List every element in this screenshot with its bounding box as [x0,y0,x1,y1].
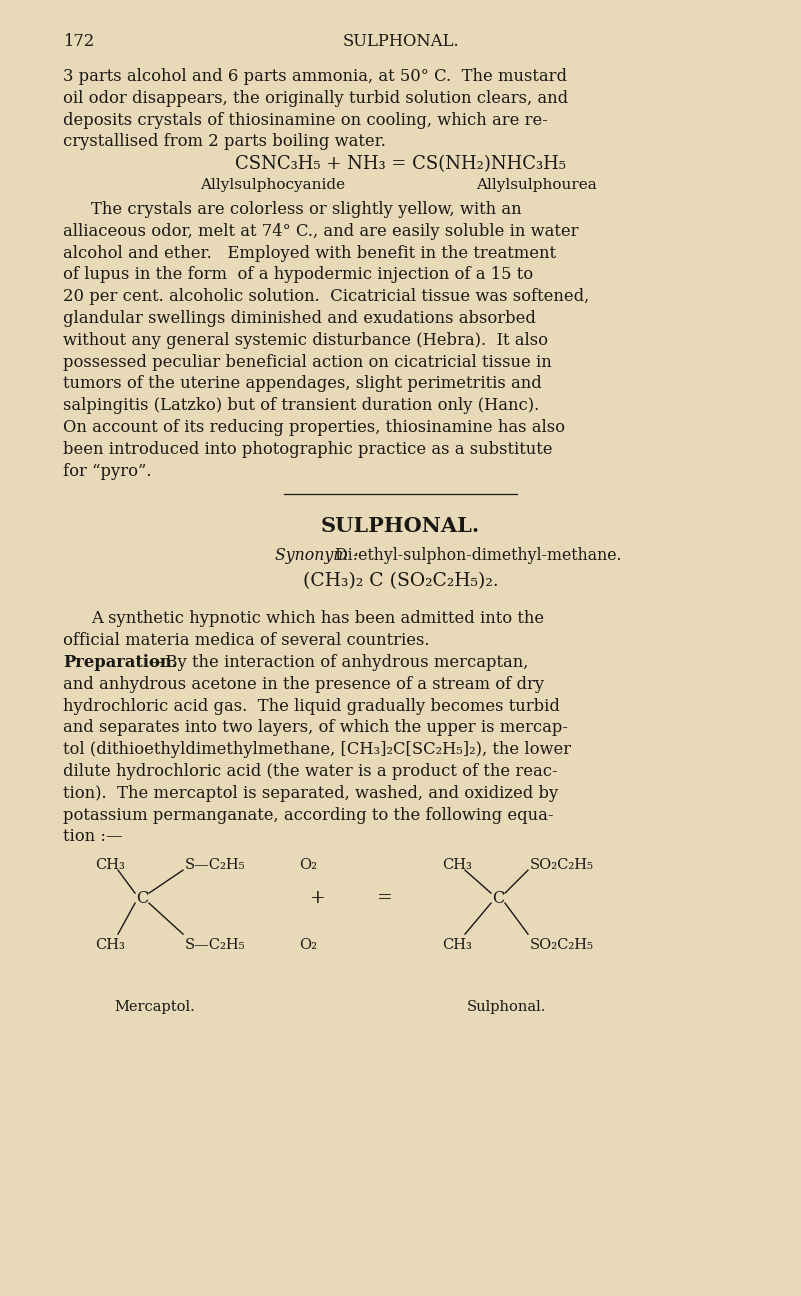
Text: and anhydrous acetone in the presence of a stream of dry: and anhydrous acetone in the presence of… [63,675,544,693]
Text: CH₃: CH₃ [442,938,472,953]
Text: O₂: O₂ [299,938,317,953]
Text: Sulphonal.: Sulphonal. [466,1001,545,1013]
Text: alcohol and ether.   Employed with benefit in the treatment: alcohol and ether. Employed with benefit… [63,245,556,262]
Text: CH₃: CH₃ [442,858,472,872]
Text: CH₃: CH₃ [95,858,125,872]
Text: C: C [492,889,504,907]
Text: dilute hydrochloric acid (the water is a product of the reac-: dilute hydrochloric acid (the water is a… [63,763,557,780]
Text: Di-ethyl-sulphon-dimethyl-methane.: Di-ethyl-sulphon-dimethyl-methane. [331,547,622,564]
Text: On account of its reducing properties, thiosinamine has also: On account of its reducing properties, t… [63,419,565,435]
Text: =: = [377,889,392,907]
Text: tumors of the uterine appendages, slight perimetritis and: tumors of the uterine appendages, slight… [63,376,541,393]
Text: possessed peculiar beneficial action on cicatricial tissue in: possessed peculiar beneficial action on … [63,354,552,371]
Text: A synthetic hypnotic which has been admitted into the: A synthetic hypnotic which has been admi… [91,610,544,627]
Text: CSNC₃H₅ + NH₃ = CS(NH₂)NHC₃H₅: CSNC₃H₅ + NH₃ = CS(NH₂)NHC₃H₅ [235,156,566,174]
Text: hydrochloric acid gas.  The liquid gradually becomes turbid: hydrochloric acid gas. The liquid gradua… [63,697,560,714]
Text: 20 per cent. alcoholic solution.  Cicatricial tissue was softened,: 20 per cent. alcoholic solution. Cicatri… [63,288,590,305]
Text: Allylsulphocyanide: Allylsulphocyanide [199,178,345,192]
Text: without any general systemic disturbance (Hebra).  It also: without any general systemic disturbance… [63,332,548,349]
Text: S—C₂H₅: S—C₂H₅ [185,938,246,953]
Text: SO₂C₂H₅: SO₂C₂H₅ [530,858,594,872]
Text: official materia medica of several countries.: official materia medica of several count… [63,632,429,649]
Text: crystallised from 2 parts boiling water.: crystallised from 2 parts boiling water. [63,133,386,150]
Text: of lupus in the form  of a hypodermic injection of a 15 to: of lupus in the form of a hypodermic inj… [63,267,533,284]
Text: (CH₃)₂ C (SO₂C₂H₅)₂.: (CH₃)₂ C (SO₂C₂H₅)₂. [303,573,498,591]
Text: tion :—: tion :— [63,828,123,845]
Text: +: + [310,889,326,907]
Text: —By the interaction of anhydrous mercaptan,: —By the interaction of anhydrous mercapt… [149,654,529,671]
Text: CH₃: CH₃ [95,938,125,953]
Text: oil odor disappears, the originally turbid solution clears, and: oil odor disappears, the originally turb… [63,89,568,106]
Text: 3 parts alcohol and 6 parts ammonia, at 50° C.  The mustard: 3 parts alcohol and 6 parts ammonia, at … [63,67,567,86]
Text: deposits crystals of thiosinamine on cooling, which are re-: deposits crystals of thiosinamine on coo… [63,111,548,128]
Text: salpingitis (Latzko) but of transient duration only (Hanc).: salpingitis (Latzko) but of transient du… [63,397,539,415]
Text: SULPHONAL.: SULPHONAL. [321,516,480,537]
Text: O₂: O₂ [299,858,317,872]
Text: 172: 172 [63,32,95,51]
Text: been introduced into photographic practice as a substitute: been introduced into photographic practi… [63,441,553,457]
Text: SULPHONAL.: SULPHONAL. [342,32,459,51]
Text: Allylsulphourea: Allylsulphourea [477,178,597,192]
Text: tol (dithioethyldimethylmethane, [CH₃]₂C[SC₂H₅]₂), the lower: tol (dithioethyldimethylmethane, [CH₃]₂C… [63,741,571,758]
Text: glandular swellings diminished and exudations absorbed: glandular swellings diminished and exuda… [63,310,536,327]
Text: alliaceous odor, melt at 74° C., and are easily soluble in water: alliaceous odor, melt at 74° C., and are… [63,223,578,240]
Text: The crystals are colorless or slightly yellow, with an: The crystals are colorless or slightly y… [91,201,521,218]
Text: S—C₂H₅: S—C₂H₅ [185,858,246,872]
Text: tion).  The mercaptol is separated, washed, and oxidized by: tion). The mercaptol is separated, washe… [63,784,558,802]
Text: Synonym :: Synonym : [276,547,359,564]
Text: for “pyro”.: for “pyro”. [63,463,151,480]
Text: Mercaptol.: Mercaptol. [115,1001,195,1013]
Text: and separates into two layers, of which the upper is mercap-: and separates into two layers, of which … [63,719,568,736]
Text: Preparation.: Preparation. [63,654,178,671]
Text: C: C [136,889,148,907]
Text: potassium permanganate, according to the following equa-: potassium permanganate, according to the… [63,806,553,823]
Text: SO₂C₂H₅: SO₂C₂H₅ [530,938,594,953]
